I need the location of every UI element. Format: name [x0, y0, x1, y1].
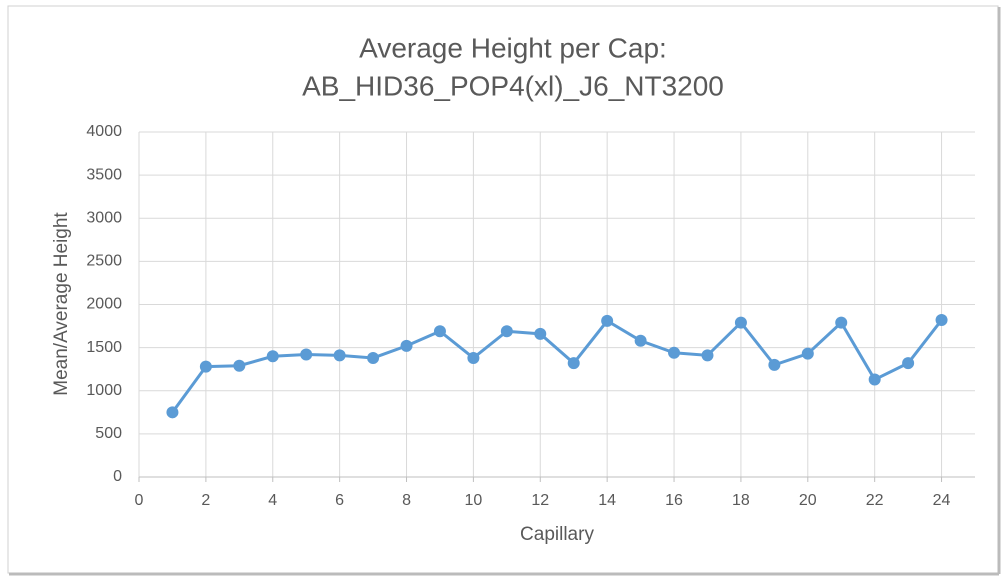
x-tick-label: 10 [465, 492, 483, 509]
x-tick-label: 2 [201, 492, 210, 509]
y-tick-label: 3500 [86, 166, 122, 183]
x-tick-label: 6 [335, 492, 344, 509]
y-tick-label: 1500 [86, 339, 122, 356]
data-point [567, 357, 580, 370]
x-tick-label: 12 [531, 492, 549, 509]
y-tick-label: 1000 [86, 382, 122, 399]
data-point [935, 314, 948, 327]
x-tick-label: 18 [732, 492, 750, 509]
x-tick-label: 8 [402, 492, 411, 509]
x-tick-label: 16 [665, 492, 683, 509]
chart-title: AB_HID36_POP4(xl)_J6_NT3200 [302, 70, 724, 101]
data-point [266, 350, 279, 363]
data-point [768, 358, 781, 371]
data-point [835, 316, 848, 329]
x-tick-label: 24 [933, 492, 951, 509]
y-axis-label: Mean/Average Height [51, 212, 72, 396]
data-point [634, 334, 647, 347]
x-tick-label: 20 [799, 492, 817, 509]
y-tick-label: 4000 [86, 123, 122, 140]
data-point [400, 339, 413, 352]
chart-frame [7, 5, 999, 574]
x-axis-label: Capillary [520, 524, 594, 545]
y-tick-label: 3000 [86, 209, 122, 226]
data-point [734, 316, 747, 329]
data-point [433, 325, 446, 338]
data-point [801, 347, 814, 360]
data-point [500, 325, 513, 338]
data-point [166, 406, 179, 419]
data-point [300, 348, 313, 361]
data-point [902, 357, 915, 370]
data-point [233, 359, 246, 372]
data-point [668, 346, 681, 359]
data-point [467, 351, 480, 364]
x-tick-label: 4 [268, 492, 277, 509]
x-tick-label: 22 [866, 492, 884, 509]
data-point [367, 351, 380, 364]
x-tick-label: 0 [135, 492, 144, 509]
data-point [333, 349, 346, 362]
y-tick-label: 500 [95, 425, 122, 442]
data-point [534, 327, 547, 340]
x-tick-label: 14 [598, 492, 616, 509]
y-tick-label: 2000 [86, 296, 122, 313]
chart-title: Average Height per Cap: [359, 32, 667, 63]
y-tick-label: 0 [113, 468, 122, 485]
data-point [868, 373, 881, 386]
data-point [199, 360, 212, 373]
data-point [701, 349, 714, 362]
data-point [601, 314, 614, 327]
y-tick-label: 2500 [86, 253, 122, 270]
